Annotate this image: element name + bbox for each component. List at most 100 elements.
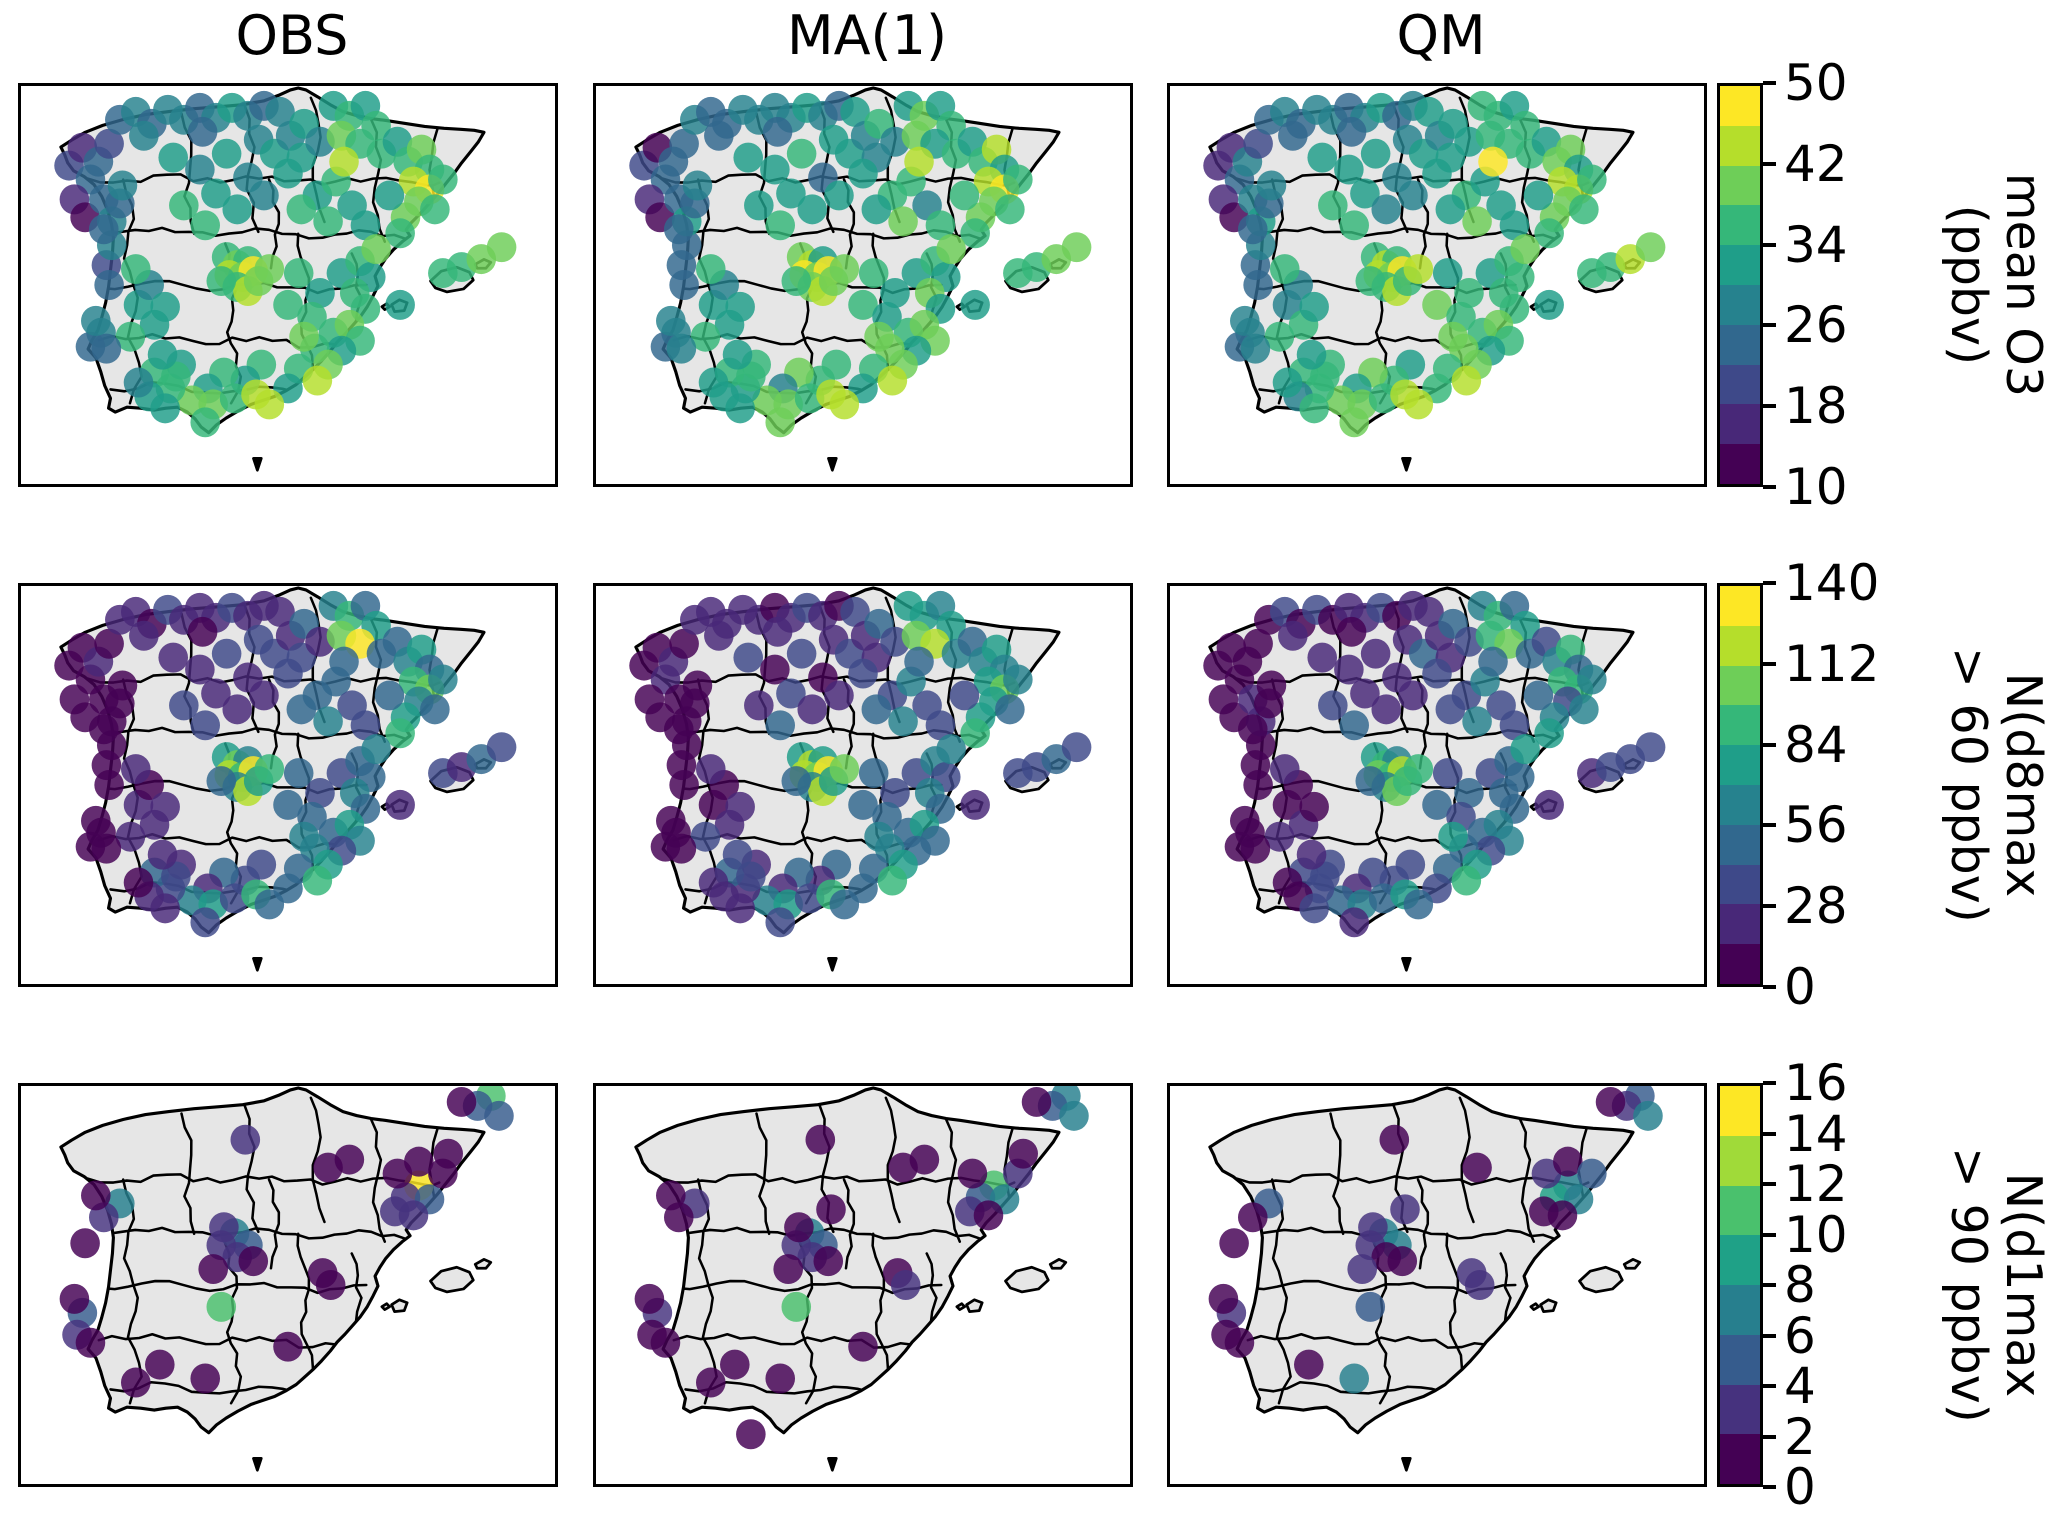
station-dot (1264, 321, 1295, 352)
colorbar-tick-label: 18 (1784, 377, 1848, 436)
station-dot (1208, 1283, 1239, 1314)
station-dot (404, 1146, 434, 1177)
station-dot (695, 754, 726, 785)
station-dot (669, 628, 699, 659)
station-dot (1510, 734, 1540, 765)
colorbar-segment (1720, 705, 1760, 746)
station-dot (190, 1363, 221, 1394)
colorbar-tick-label: 0 (1784, 958, 1816, 1016)
station-dot (736, 861, 766, 892)
station-dot (765, 210, 796, 241)
station-dot (273, 658, 303, 689)
map-panel-obs-n_d1max_gt90 (18, 1083, 558, 1487)
station-dot (890, 1270, 921, 1300)
colorbar-tick (1763, 985, 1776, 989)
map-panel-obs-n_d8max_gt60 (18, 583, 558, 987)
station-dot (1403, 754, 1434, 785)
map-panel-ma1-mean_o3 (593, 83, 1133, 487)
colorbar-tick-label: 0 (1784, 1458, 1816, 1516)
station-dot (1243, 770, 1273, 800)
colorbar-axis-label: N(d8max > 60 ppbv) (1900, 583, 2067, 987)
station-dot (1462, 706, 1492, 737)
station-dot (265, 96, 295, 127)
station-dot (273, 289, 303, 320)
station-dot (120, 254, 151, 285)
station-dot (690, 821, 721, 852)
colorbar-tick (1763, 161, 1776, 166)
island-outline (1529, 1302, 1541, 1312)
colorbar-segment (1720, 245, 1760, 285)
station-dot (1237, 714, 1268, 745)
station-dot (1296, 339, 1327, 370)
station-dot (1360, 638, 1391, 669)
station-dot (1499, 210, 1530, 241)
station-dot (420, 694, 450, 725)
station-dot (91, 333, 122, 364)
colorbar-segment (1720, 364, 1760, 405)
station-dot (1462, 206, 1492, 237)
station-dot (888, 706, 918, 737)
station-dot (1577, 164, 1607, 195)
station-dot (70, 1228, 100, 1259)
colorbar-n_d8max_gt60 (1717, 583, 1763, 987)
station-dot (682, 170, 713, 201)
station-dot (1451, 865, 1482, 896)
colorbar-axis-label: mean O3 (ppbv) (1900, 83, 2067, 487)
station-dot (273, 1331, 303, 1362)
ceuta-mark (252, 457, 263, 472)
station-dot (848, 658, 878, 689)
station-dot (59, 1283, 90, 1314)
station-dot (1379, 1124, 1410, 1155)
station-dot (877, 865, 908, 896)
station-dot (829, 754, 860, 785)
station-dot (695, 254, 726, 285)
station-dot (1523, 180, 1554, 211)
colorbar-segment (1720, 944, 1760, 984)
station-dot (1569, 694, 1599, 725)
station-dot (722, 839, 753, 870)
station-dot (169, 190, 199, 221)
station-dot (1339, 1363, 1370, 1394)
station-dot (161, 861, 191, 892)
station-dot (88, 714, 119, 745)
station-dot (289, 321, 319, 352)
colorbar-segment (1720, 904, 1760, 945)
station-dot (663, 714, 694, 745)
station-dot (995, 694, 1025, 725)
colorbar-segment (1720, 1235, 1760, 1285)
station-dot (1371, 694, 1402, 725)
colorbar-tick-label: 84 (1784, 715, 1848, 774)
station-dot (1061, 232, 1092, 263)
station-dot (1534, 218, 1564, 249)
station-dot (88, 214, 119, 245)
station-dot (158, 642, 189, 673)
station-dot (1219, 1228, 1249, 1259)
station-dot (1339, 210, 1370, 241)
colorbar-axis-label-text: N(d8max > 60 ppbv) (1940, 647, 2052, 923)
station-dot (1499, 710, 1530, 741)
station-dot (797, 694, 828, 725)
station-dot (1264, 821, 1295, 852)
station-dot (385, 718, 415, 749)
station-dot (861, 694, 892, 725)
station-dot (669, 270, 699, 300)
station-dot (1355, 266, 1386, 297)
map-panel-ma1-n_d8max_gt60 (593, 583, 1133, 987)
station-dot (960, 218, 990, 249)
map-panel-ma1-n_d1max_gt90 (593, 1083, 1133, 1487)
colorbar-tick-label: 56 (1784, 796, 1848, 855)
station-dot (81, 805, 111, 836)
colorbar-tick (1763, 242, 1776, 247)
colorbar-segment (1720, 205, 1760, 246)
station-dot (150, 893, 180, 924)
colorbar-tick-label: 42 (1784, 134, 1848, 193)
station-dot (765, 407, 796, 438)
station-dot (1523, 680, 1554, 711)
station-dot (115, 321, 146, 352)
station-dot (840, 596, 870, 627)
station-dot (350, 710, 381, 741)
colorbar-segment (1720, 1285, 1760, 1335)
island-outline (965, 1298, 984, 1313)
station-dot (786, 138, 817, 169)
